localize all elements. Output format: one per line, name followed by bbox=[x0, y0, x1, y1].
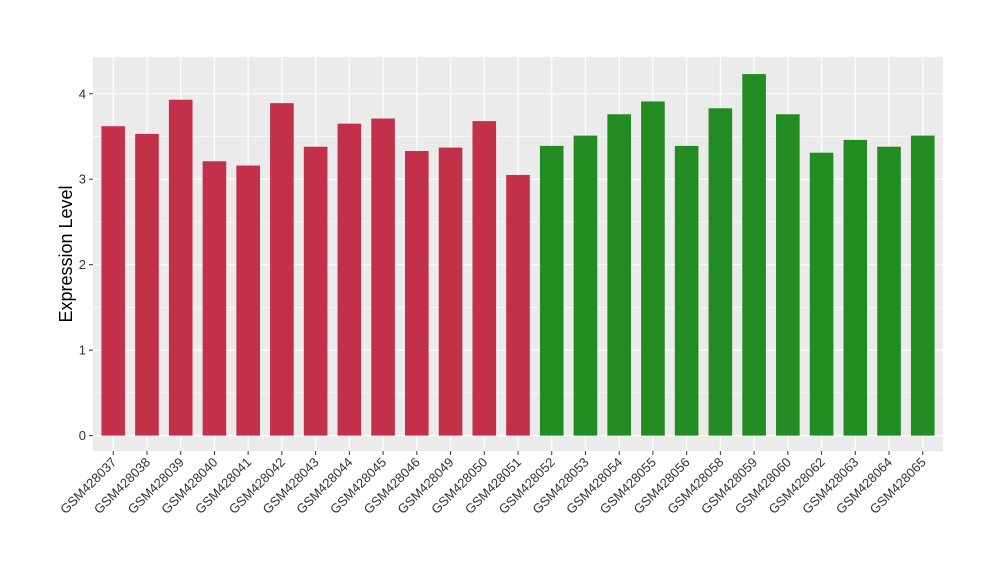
bar-GSM428037 bbox=[101, 126, 126, 436]
bar-GSM428042 bbox=[270, 103, 294, 436]
bar-GSM428065 bbox=[910, 135, 935, 436]
bar-GSM428059 bbox=[742, 74, 766, 436]
bar-GSM428053 bbox=[573, 135, 598, 436]
bar-GSM428050 bbox=[472, 121, 497, 436]
y-axis: 0 1 2 3 4 bbox=[79, 86, 93, 443]
y-tick-label: 3 bbox=[79, 172, 86, 187]
bar-GSM428041 bbox=[236, 165, 260, 436]
bar-GSM428044 bbox=[337, 123, 362, 436]
bar-GSM428039 bbox=[168, 99, 193, 436]
bar-GSM428038 bbox=[135, 133, 159, 436]
y-tick-label: 1 bbox=[79, 343, 86, 358]
bar-GSM428055 bbox=[641, 101, 665, 436]
bar-GSM428064 bbox=[877, 146, 901, 436]
bar-GSM428045 bbox=[371, 118, 395, 436]
bar-GSM428054 bbox=[607, 114, 631, 436]
bar-GSM428049 bbox=[438, 147, 463, 436]
y-tick-label: 0 bbox=[79, 428, 86, 443]
y-tick-label: 2 bbox=[79, 257, 86, 272]
bar-GSM428046 bbox=[405, 151, 429, 436]
y-axis-title: Expression Level bbox=[56, 185, 76, 322]
bar-GSM428051 bbox=[506, 174, 530, 436]
bar-GSM428058 bbox=[708, 108, 733, 436]
y-tick-label: 4 bbox=[79, 86, 86, 101]
x-axis: GSM428037GSM428038GSM428039GSM428040GSM4… bbox=[57, 451, 929, 517]
bar-GSM428052 bbox=[539, 145, 564, 436]
bar-GSM428062 bbox=[809, 152, 834, 436]
bar-GSM428043 bbox=[303, 146, 328, 436]
bar-GSM428056 bbox=[674, 145, 699, 436]
bar-GSM428063 bbox=[843, 139, 868, 436]
bar-GSM428040 bbox=[202, 161, 227, 436]
bars bbox=[101, 74, 935, 436]
bar-GSM428060 bbox=[776, 114, 800, 436]
